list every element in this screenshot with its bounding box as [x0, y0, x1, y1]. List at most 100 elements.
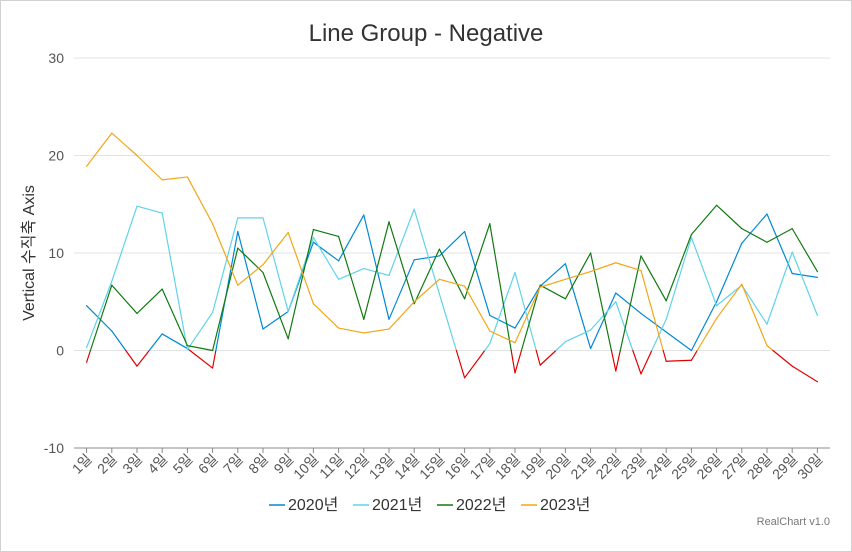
x-tick-label: 10일 [290, 451, 321, 482]
x-tick-label: 6일 [195, 451, 221, 477]
legend-label: 2020년 [288, 496, 338, 514]
line-segment [696, 317, 718, 352]
line-segment [388, 208, 415, 277]
line-segment [237, 247, 264, 274]
line-segment [85, 349, 92, 363]
line-segment [539, 284, 567, 300]
x-tick-label: 16일 [441, 451, 472, 482]
line-segment [89, 284, 113, 352]
line-segment [766, 228, 793, 243]
line-segment [262, 217, 289, 313]
line-segment [161, 333, 188, 350]
line-segment [312, 303, 340, 329]
line-segment [438, 278, 466, 287]
line-segment [287, 231, 314, 305]
line-segment [514, 271, 537, 352]
line-segment [791, 228, 819, 273]
line-segment [438, 248, 466, 300]
line-segment [111, 132, 138, 157]
line-segment [520, 284, 541, 352]
line-segment [237, 230, 264, 330]
line-segment [186, 311, 214, 351]
x-tick-label: 29일 [769, 451, 800, 482]
line-segment [715, 284, 743, 307]
series-lines [85, 132, 819, 383]
line-segment [640, 255, 667, 302]
x-tick-label: 24일 [643, 451, 674, 482]
line-segment [212, 349, 217, 369]
line-segment [665, 359, 693, 362]
line-segment [640, 269, 664, 352]
x-tick-label: 5일 [170, 451, 196, 477]
legend-item[interactable]: 2020년 [269, 496, 338, 514]
x-tick-label: 30일 [794, 451, 825, 482]
legend-label: 2022년 [456, 496, 506, 514]
line-segment [615, 349, 621, 372]
legend-item[interactable]: 2023년 [521, 496, 590, 514]
line-segment [464, 223, 491, 300]
y-tick-label: 10 [48, 245, 64, 261]
line-segment [484, 343, 491, 352]
x-tick-label: 18일 [492, 451, 523, 482]
legend-item[interactable]: 2022년 [437, 496, 506, 514]
line-segment [662, 349, 667, 362]
line-segment [464, 285, 491, 332]
line-segment [136, 288, 163, 315]
x-tick-label: 28일 [744, 451, 775, 482]
legend-label: 2021년 [372, 496, 422, 514]
x-tick-label: 2일 [94, 451, 120, 477]
line-segment [766, 251, 793, 325]
line-segment [189, 349, 214, 369]
line-segment [111, 330, 127, 352]
line-segment [388, 221, 415, 305]
x-tick-label: 22일 [592, 451, 623, 482]
line-segment [85, 305, 113, 332]
line-segment [665, 236, 693, 320]
x-tick-label: 25일 [668, 451, 699, 482]
legend-item[interactable]: 2021년 [353, 496, 422, 514]
line-segment [125, 349, 138, 367]
line-segment [262, 310, 289, 330]
x-tick-label: 27일 [718, 451, 749, 482]
line-segment [489, 223, 512, 352]
line-segment [615, 262, 642, 272]
x-tick-label: 23일 [618, 451, 649, 482]
line-segment [161, 288, 188, 347]
line-segment [186, 345, 214, 352]
line-segment [136, 154, 163, 181]
line-segment [161, 212, 188, 351]
line-segment [690, 301, 718, 352]
y-tick-label: 20 [48, 148, 64, 164]
line-segment [564, 270, 592, 280]
line-segment [514, 285, 541, 329]
line-segment [715, 204, 743, 230]
line-segment [489, 314, 516, 329]
line-segment [791, 251, 819, 316]
line-segment [413, 278, 440, 303]
line-segment [589, 292, 617, 350]
line-segment [632, 349, 642, 375]
line-segment [312, 229, 340, 238]
line-segment [564, 329, 592, 343]
line-segment [413, 248, 440, 305]
line-segment [665, 331, 693, 352]
line-segment [363, 221, 390, 320]
line-segment [690, 236, 718, 307]
y-axis-label: Vertical 수직축 Axis [20, 185, 38, 321]
line-segment [438, 293, 457, 352]
line-segment [212, 223, 239, 286]
line-segment [161, 176, 188, 181]
legend-label: 2023년 [540, 496, 590, 514]
line-segment [148, 333, 163, 352]
line-segment [338, 235, 365, 320]
x-tick-label: 11일 [316, 451, 347, 482]
line-segment [615, 301, 634, 352]
line-segment [455, 349, 466, 379]
x-tick-label: 12일 [340, 451, 371, 482]
line-segment [589, 252, 613, 352]
line-segment [741, 284, 768, 325]
chart-title: Line Group - Negative [308, 20, 544, 47]
line-segment [690, 204, 718, 236]
line-segment [489, 271, 516, 345]
